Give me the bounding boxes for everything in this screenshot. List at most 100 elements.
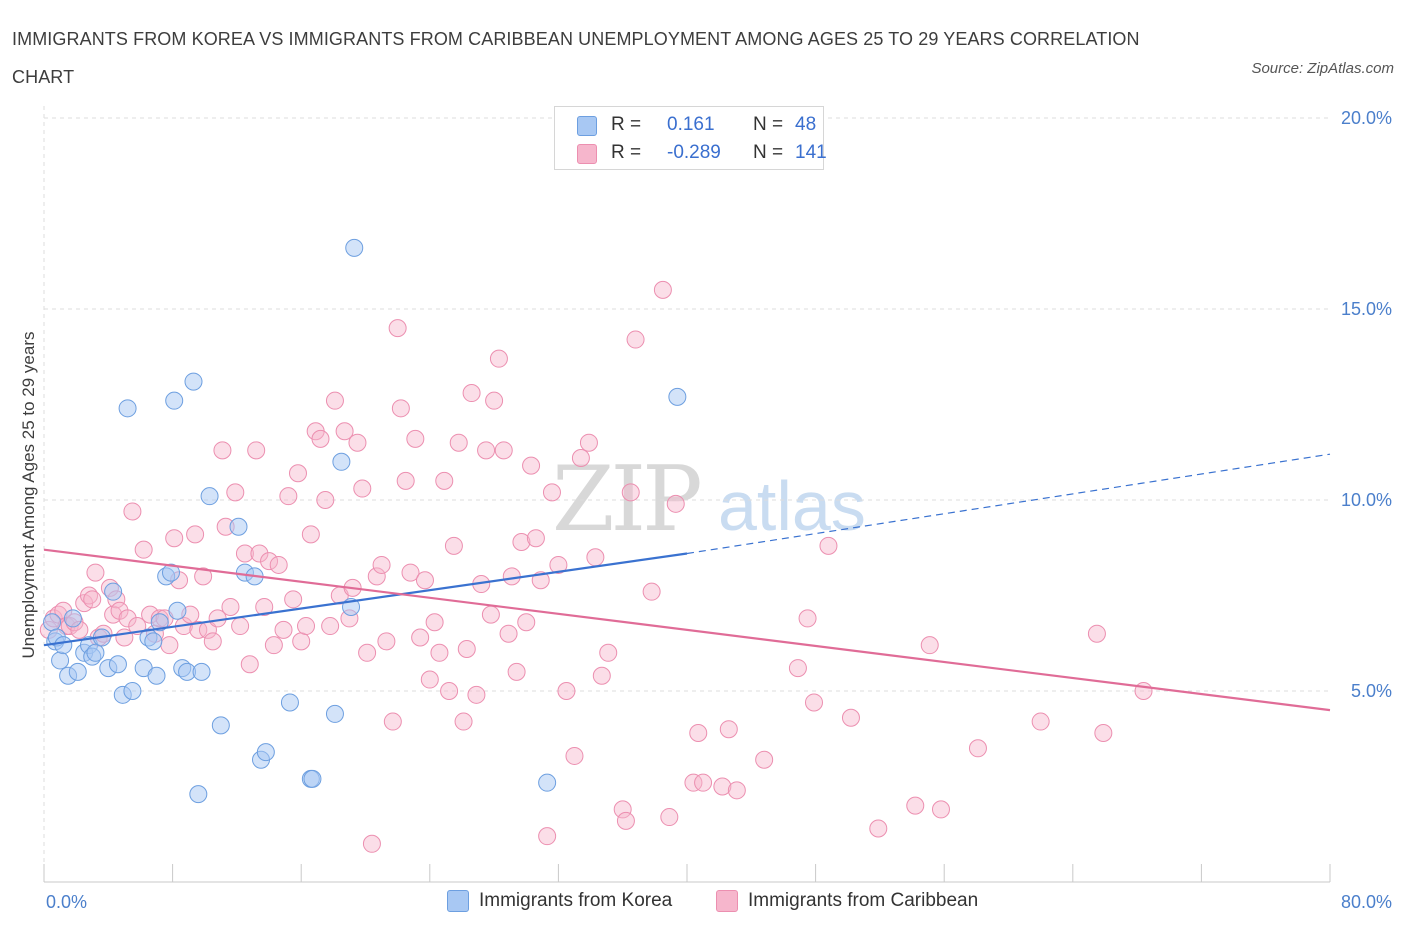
caribbean-point xyxy=(694,773,713,792)
caribbean-point xyxy=(316,491,335,509)
caribbean-point xyxy=(348,433,367,452)
korea-point xyxy=(108,655,127,674)
caribbean-point xyxy=(260,552,279,571)
korea-point xyxy=(51,651,70,670)
y-tick-label: 15.0% xyxy=(1341,299,1392,319)
caribbean-point xyxy=(362,834,381,853)
caribbean-point xyxy=(269,555,288,574)
caribbean-point xyxy=(526,529,545,548)
caribbean-point xyxy=(321,617,340,636)
legend-n-value: 48 xyxy=(795,114,817,135)
caribbean-point xyxy=(841,708,860,727)
korea-trend-line xyxy=(43,552,688,647)
caribbean-point xyxy=(549,555,568,574)
korea-point xyxy=(189,785,208,804)
x-tick-label-max: 80.0% xyxy=(1341,892,1392,912)
caribbean-point xyxy=(616,811,635,830)
caribbean-point xyxy=(292,632,311,651)
korea-point xyxy=(325,704,344,723)
caribbean-point xyxy=(931,800,950,819)
y-axis-label: Unemployment Among Ages 25 to 29 years xyxy=(19,332,38,659)
bottom-legend-swatch-korea xyxy=(447,890,469,912)
caribbean-point xyxy=(288,464,307,483)
korea-point xyxy=(303,769,322,788)
caribbean-point xyxy=(869,819,888,838)
caribbean-point xyxy=(160,636,179,655)
caribbean-point xyxy=(454,712,473,731)
korea-point xyxy=(280,693,299,712)
korea-point xyxy=(144,632,163,651)
caribbean-point xyxy=(798,609,817,628)
caribbean-point xyxy=(388,319,407,338)
caribbean-point xyxy=(358,643,377,662)
korea-point xyxy=(54,636,73,655)
caribbean-point xyxy=(462,384,481,403)
caribbean-point xyxy=(788,659,807,678)
caribbean-point xyxy=(494,441,513,460)
y-tick-label: 10.0% xyxy=(1341,490,1392,510)
caribbean-point xyxy=(660,808,679,827)
caribbean-point xyxy=(264,636,283,655)
caribbean-point xyxy=(274,620,293,639)
legend-n-value: 141 xyxy=(795,142,827,163)
korea-point xyxy=(332,452,351,471)
korea-point xyxy=(86,643,105,662)
caribbean-point xyxy=(968,739,987,758)
chart-title: IMMIGRANTS FROM KOREA VS IMMIGRANTS FROM… xyxy=(12,29,1140,87)
caribbean-point xyxy=(383,712,402,731)
caribbean-point xyxy=(621,483,640,502)
caribbean-point xyxy=(391,399,410,418)
caribbean-point xyxy=(599,643,618,662)
chart-source: Source: ZipAtlas.com xyxy=(1251,60,1394,77)
caribbean-point xyxy=(435,471,454,490)
caribbean-point xyxy=(250,544,269,563)
caribbean-point xyxy=(226,483,245,502)
bottom-legend-label-korea: Immigrants from Korea xyxy=(479,890,673,911)
korea-point xyxy=(200,487,219,506)
korea-point xyxy=(150,613,169,632)
legend-n-label: N = xyxy=(753,142,784,163)
watermark-atlas: atlas xyxy=(718,467,866,545)
caribbean-point xyxy=(194,567,213,586)
caribbean-point xyxy=(485,391,504,410)
caribbean-point xyxy=(255,597,274,616)
korea-point xyxy=(165,391,184,410)
y-tick-label: 5.0% xyxy=(1351,681,1392,701)
tick-labels: 5.0% 10.0% 15.0% 20.0% 0.0% 80.0% xyxy=(46,108,1392,912)
caribbean-point xyxy=(415,571,434,590)
caribbean-point xyxy=(247,441,266,460)
legend-swatch-korea xyxy=(577,116,597,136)
korea-point xyxy=(43,613,62,632)
caribbean-point xyxy=(396,471,415,490)
caribbean-point xyxy=(123,502,142,521)
korea-point xyxy=(68,662,87,681)
caribbean-point xyxy=(719,720,738,739)
korea-point xyxy=(668,387,687,406)
caribbean-point xyxy=(920,636,939,655)
caribbean-point xyxy=(297,617,316,636)
caribbean-point xyxy=(420,670,439,689)
caribbean-point xyxy=(165,529,184,548)
caribbean-point xyxy=(579,433,598,452)
caribbean-point xyxy=(481,605,500,624)
korea-point xyxy=(229,517,248,536)
korea-point xyxy=(161,563,180,582)
caribbean-point xyxy=(819,536,838,555)
caribbean-point xyxy=(444,536,463,555)
caribbean-point xyxy=(542,483,561,502)
caribbean-point xyxy=(502,567,521,586)
legend-r-label: R = xyxy=(611,142,642,163)
caribbean-point xyxy=(586,548,605,567)
caribbean-point xyxy=(517,613,536,632)
bottom-legend-label-caribbean: Immigrants from Caribbean xyxy=(748,890,979,911)
caribbean-point xyxy=(477,441,496,460)
caribbean-point xyxy=(203,632,222,651)
caribbean-point xyxy=(571,448,590,467)
caribbean-point xyxy=(592,666,611,685)
caribbean-point xyxy=(189,620,208,639)
korea-point xyxy=(538,773,557,792)
caribbean-point xyxy=(231,617,250,636)
korea-point xyxy=(123,682,142,700)
korea-point xyxy=(104,582,123,601)
bottom-legend-swatch-caribbean xyxy=(716,890,738,912)
